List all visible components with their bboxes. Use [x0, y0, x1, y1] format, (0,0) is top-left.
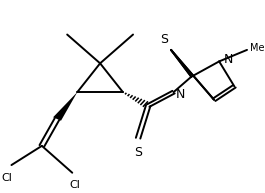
- Text: Me: Me: [250, 43, 264, 53]
- Text: Cl: Cl: [1, 173, 12, 183]
- Text: S: S: [134, 146, 142, 159]
- Text: S: S: [161, 33, 169, 46]
- Text: N: N: [224, 53, 233, 66]
- Text: Cl: Cl: [69, 180, 80, 190]
- Text: N: N: [176, 88, 186, 101]
- Polygon shape: [53, 92, 77, 121]
